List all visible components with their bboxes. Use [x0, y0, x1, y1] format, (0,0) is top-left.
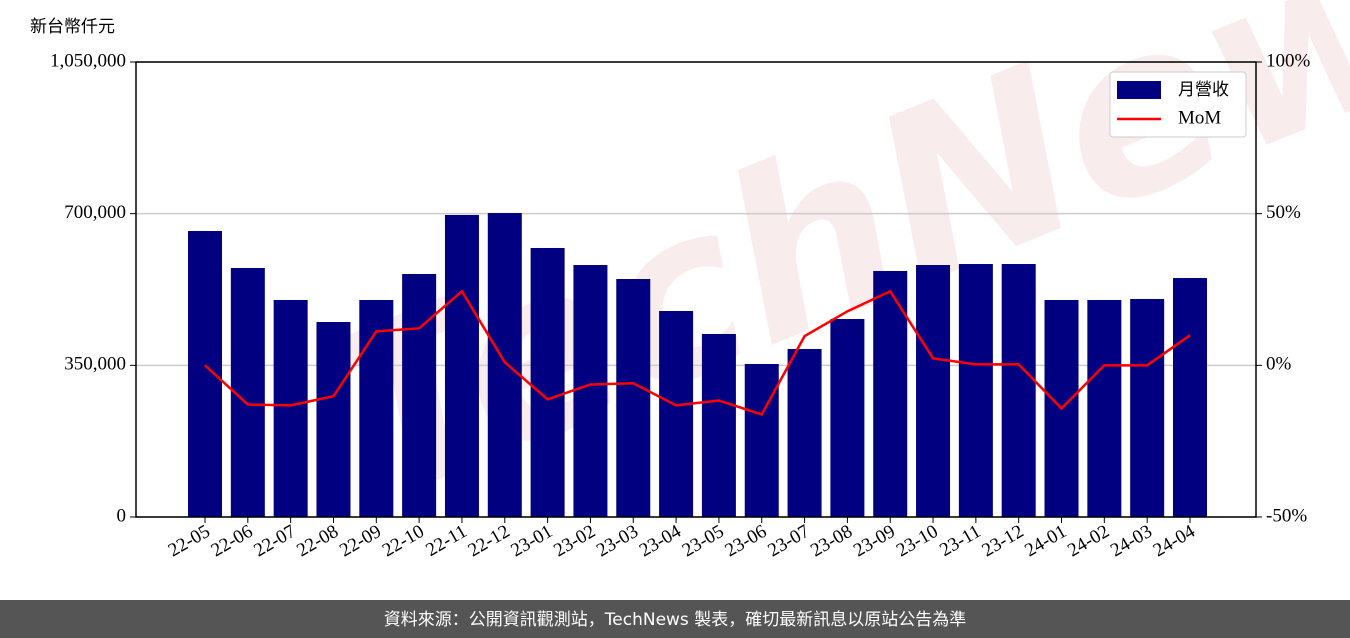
plot-frame: [135, 61, 1257, 518]
bar: [659, 310, 694, 517]
footer-bar: [0, 600, 1350, 638]
legend-label: 月營收: [1178, 80, 1229, 100]
bar: [1001, 264, 1036, 517]
x-tick-label: 22-07: [250, 521, 299, 561]
bar: [916, 265, 951, 517]
bar: [1087, 299, 1122, 517]
bar: [616, 279, 651, 517]
y2-tick-label: 50%: [1266, 202, 1301, 223]
x-tick-label: 23-02: [550, 521, 599, 561]
y-tick-label: 0: [117, 505, 127, 526]
x-tick-label: 23-09: [850, 521, 899, 561]
bar: [787, 348, 822, 517]
x-tick-label: 23-04: [636, 521, 685, 562]
bar: [573, 265, 608, 517]
x-tick-label: 24-02: [1064, 521, 1113, 561]
bar: [530, 247, 565, 517]
x-tick-label: 22-12: [465, 521, 514, 561]
bar: [188, 231, 222, 517]
legend-label: MoM: [1178, 107, 1221, 128]
x-tick-label: 24-01: [1021, 521, 1070, 561]
x-tick-label: 23-08: [807, 521, 856, 561]
y2-tick-label: -50%: [1266, 505, 1307, 526]
x-tick-label: 23-05: [679, 521, 728, 561]
x-tick-label: 24-04: [1150, 521, 1199, 562]
y-tick-label: 700,000: [64, 202, 126, 223]
x-tick-label: 22-05: [165, 521, 214, 561]
x-tick-label: 23-03: [593, 521, 642, 561]
bar: [744, 363, 779, 517]
x-tick-label: 23-12: [978, 521, 1027, 561]
bar: [487, 213, 522, 517]
bar: [316, 322, 351, 517]
y-axis-label: 新台幣仟元: [30, 17, 115, 37]
legend-swatch: [1117, 81, 1161, 99]
x-tick-label: 23-01: [507, 521, 556, 561]
x-tick-label: 23-11: [936, 521, 984, 561]
bar: [359, 299, 394, 517]
bar: [444, 214, 479, 517]
y2-tick-label: 0%: [1266, 354, 1292, 375]
bar: [873, 270, 908, 517]
y-tick-label: 350,000: [64, 354, 126, 375]
line: [204, 289, 1191, 416]
bar: [830, 319, 865, 517]
x-tick-label: 23-07: [764, 521, 813, 561]
bar: [273, 299, 308, 517]
x-tick-label: 23-10: [893, 521, 942, 561]
y-tick-label: 1,050,000: [50, 50, 126, 71]
bar: [402, 273, 437, 517]
footer-text: 資料來源：公開資訊觀測站，TechNews 製表，確切最新訊息以原站公告為準: [384, 610, 966, 630]
bar: [958, 264, 993, 517]
bar: [1130, 298, 1165, 517]
y2-tick-label: 100%: [1266, 50, 1311, 71]
bar: [1173, 278, 1207, 517]
x-tick-label: 22-08: [293, 521, 342, 561]
x-tick-label: 22-09: [336, 521, 385, 561]
x-tick-label: 23-06: [722, 521, 771, 561]
bar: [701, 334, 736, 517]
x-tick-label: 22-06: [208, 521, 257, 561]
x-tick-label: 24-03: [1107, 521, 1156, 561]
